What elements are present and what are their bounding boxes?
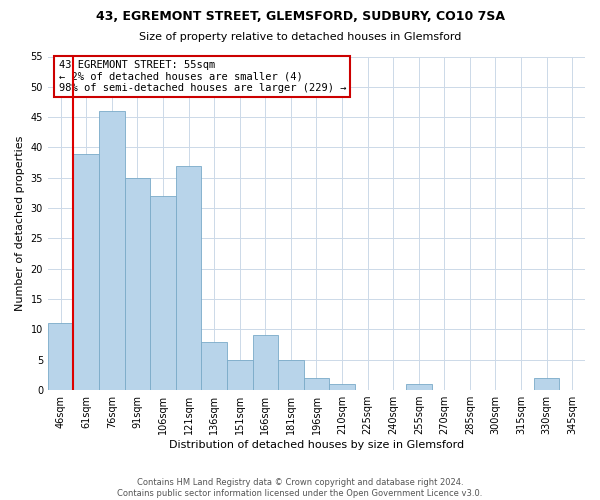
- Bar: [304, 378, 329, 390]
- Bar: [48, 324, 73, 390]
- Bar: [253, 336, 278, 390]
- Bar: [176, 166, 202, 390]
- Text: Size of property relative to detached houses in Glemsford: Size of property relative to detached ho…: [139, 32, 461, 42]
- Bar: [202, 342, 227, 390]
- Bar: [329, 384, 355, 390]
- Bar: [227, 360, 253, 390]
- Bar: [534, 378, 559, 390]
- Bar: [406, 384, 431, 390]
- Y-axis label: Number of detached properties: Number of detached properties: [15, 136, 25, 311]
- Text: 43 EGREMONT STREET: 55sqm
← 2% of detached houses are smaller (4)
98% of semi-de: 43 EGREMONT STREET: 55sqm ← 2% of detach…: [59, 60, 346, 93]
- Bar: [150, 196, 176, 390]
- Bar: [99, 111, 125, 390]
- Text: 43, EGREMONT STREET, GLEMSFORD, SUDBURY, CO10 7SA: 43, EGREMONT STREET, GLEMSFORD, SUDBURY,…: [95, 10, 505, 23]
- Bar: [125, 178, 150, 390]
- Bar: [278, 360, 304, 390]
- X-axis label: Distribution of detached houses by size in Glemsford: Distribution of detached houses by size …: [169, 440, 464, 450]
- Bar: [73, 154, 99, 390]
- Text: Contains HM Land Registry data © Crown copyright and database right 2024.
Contai: Contains HM Land Registry data © Crown c…: [118, 478, 482, 498]
